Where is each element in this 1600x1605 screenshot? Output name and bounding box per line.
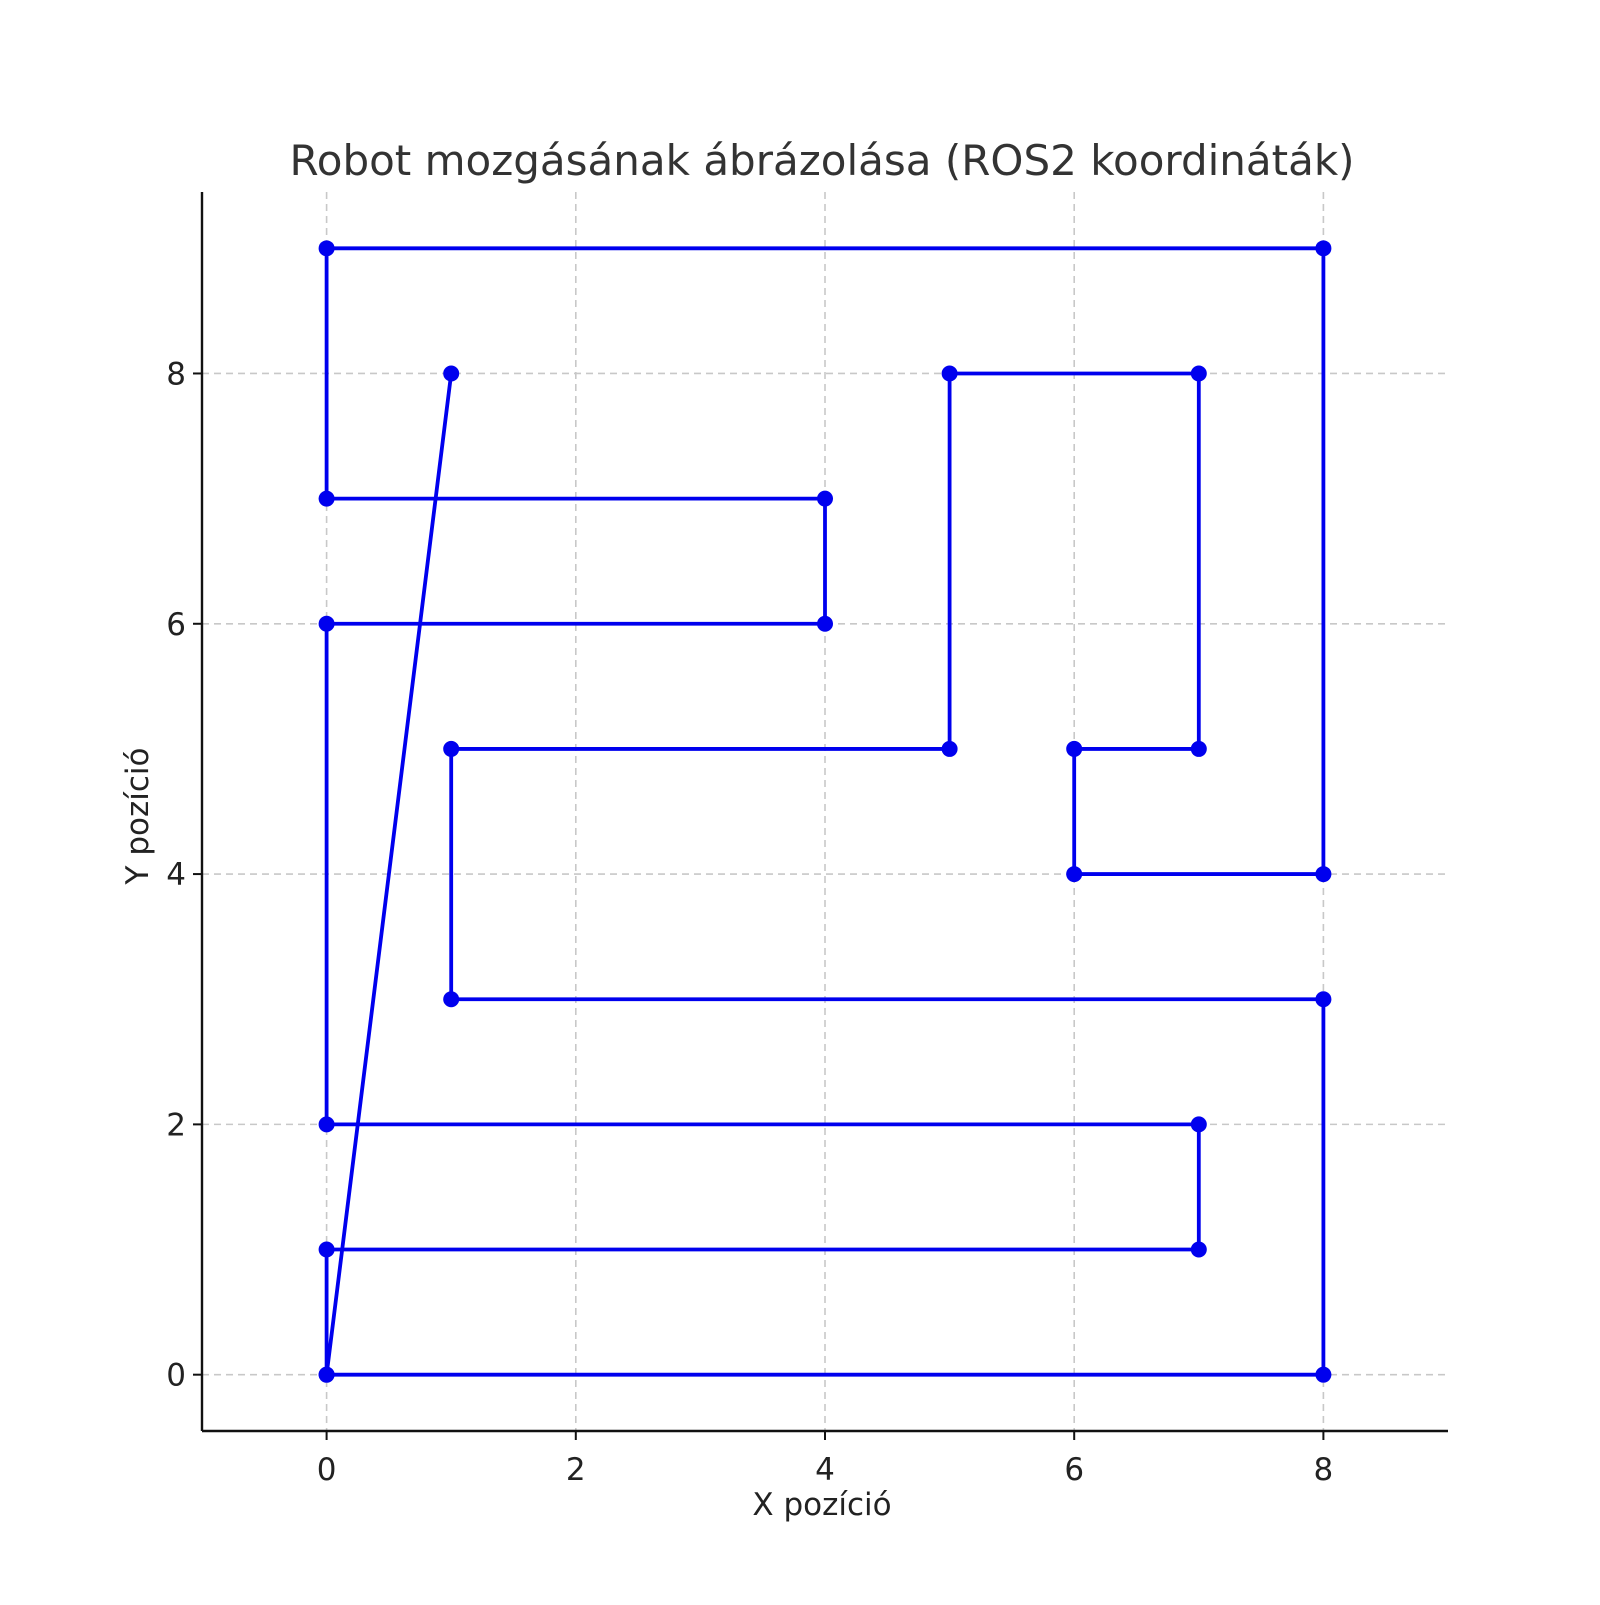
- data-point: [1190, 1241, 1207, 1258]
- y-tick-label: 2: [166, 1107, 186, 1143]
- data-point: [1190, 740, 1207, 757]
- y-axis-label: Y pozíció: [120, 748, 156, 886]
- x-tick-label: 8: [1314, 1452, 1334, 1488]
- grid-lines: [202, 192, 1448, 1431]
- data-point: [941, 740, 958, 757]
- data-point: [318, 240, 335, 257]
- data-point: [1066, 866, 1083, 883]
- x-axis-label: X pozíció: [752, 1487, 891, 1523]
- data-point: [443, 740, 460, 757]
- data-point: [318, 1366, 335, 1383]
- data-point: [1066, 740, 1083, 757]
- data-point: [318, 1116, 335, 1133]
- data-point: [318, 615, 335, 632]
- y-tick-label: 4: [166, 857, 186, 893]
- data-point: [1315, 1366, 1332, 1383]
- data-point: [941, 365, 958, 382]
- x-tick-label: 4: [815, 1452, 835, 1488]
- data-point: [1190, 1116, 1207, 1133]
- x-tick-label: 0: [317, 1452, 337, 1488]
- data-point: [1315, 991, 1332, 1008]
- data-point: [1315, 866, 1332, 883]
- series-path: [318, 240, 1332, 1383]
- data-point: [318, 490, 335, 507]
- data-point: [817, 490, 833, 507]
- series-line: [324, 246, 1326, 1377]
- axes: [193, 192, 1448, 1440]
- data-point: [817, 615, 833, 632]
- data-point: [318, 1241, 335, 1258]
- y-tick-label: 6: [166, 607, 186, 643]
- x-tick-label: 2: [566, 1452, 586, 1488]
- x-tick-label: 6: [1064, 1452, 1084, 1488]
- data-point: [443, 991, 460, 1008]
- y-tick-label: 0: [166, 1358, 186, 1394]
- data-point: [1190, 365, 1207, 382]
- tick-labels: 0 2 4 6 8 0 2 4 6 8: [166, 356, 1333, 1488]
- data-point: [443, 365, 460, 382]
- chart-title: Robot mozgásának ábrázolása (ROS2 koordi…: [289, 136, 1354, 185]
- y-tick-label: 8: [166, 356, 186, 392]
- data-point: [1315, 240, 1332, 257]
